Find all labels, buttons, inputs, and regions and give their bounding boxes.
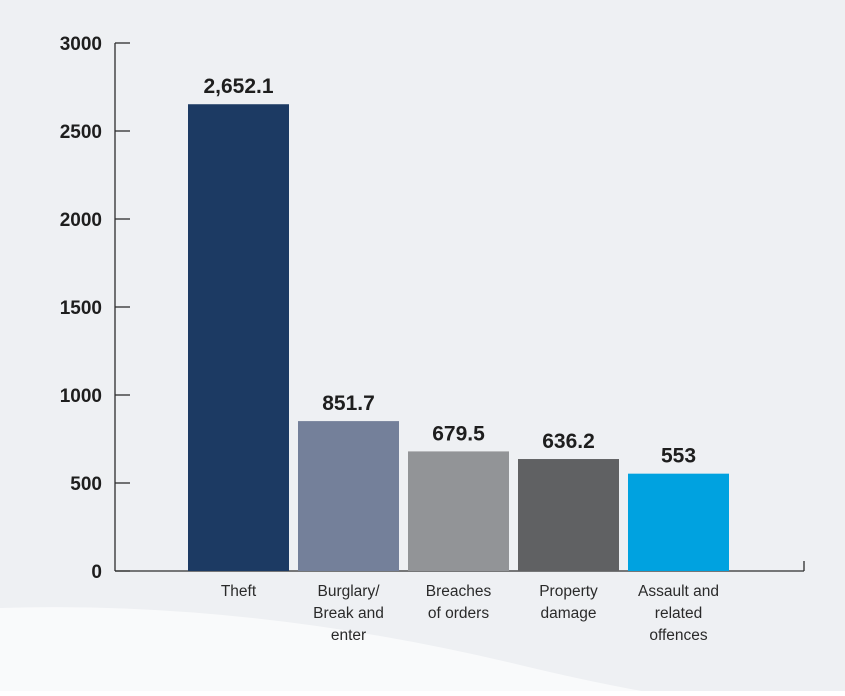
bar [408,451,509,571]
x-tick-label-line: Assault and [638,583,719,600]
data-label: 679.5 [432,422,485,445]
bar [518,459,619,571]
x-tick-label-line: Property [539,583,598,600]
data-label: 636.2 [542,430,595,453]
y-tick-label: 500 [70,474,102,495]
x-tick-label-line: Break and [313,605,384,622]
x-tick-label: Theft [221,583,257,600]
bar [188,104,289,571]
x-tick-label: Assault and related offences [638,583,719,644]
x-tick-label-line: offences [649,627,708,644]
y-axis-ticks: 0 500 1000 1500 2000 2500 3000 [60,34,130,583]
y-tick-label: 0 [91,562,102,583]
decorative-curve [0,607,845,696]
data-label: 2,652.1 [203,75,273,98]
x-tick-label: Burglary/Break and enter [313,583,384,644]
x-tick-label-line: of orders [428,605,489,622]
x-tick-label-line: Breaches [426,583,492,600]
x-tick-label-line: enter [331,627,366,644]
x-tick-label-line: related [655,605,702,622]
y-tick-label: 1000 [60,386,102,407]
data-label: 553 [661,445,696,468]
x-axis-labels: Theft Burglary/Break and enter Breaches of o… [221,583,719,644]
data-labels: 2,652.1 851.7 679.5 636.2 553 [203,75,696,467]
x-tick-label-line: Burglary/ [317,583,380,600]
bars [188,104,729,571]
y-tick-label: 3000 [60,34,102,55]
x-tick-label-line: Theft [221,583,257,600]
x-tick-label: Breaches of orders [426,583,492,622]
bar [298,421,399,571]
data-label: 851.7 [322,392,375,415]
y-tick-label: 2500 [60,122,102,143]
x-tick-label: Property damage [539,583,598,622]
x-tick-label-line: damage [540,605,596,622]
y-tick-label: 2000 [60,210,102,231]
y-tick-label: 1500 [60,298,102,319]
bar [628,473,729,571]
